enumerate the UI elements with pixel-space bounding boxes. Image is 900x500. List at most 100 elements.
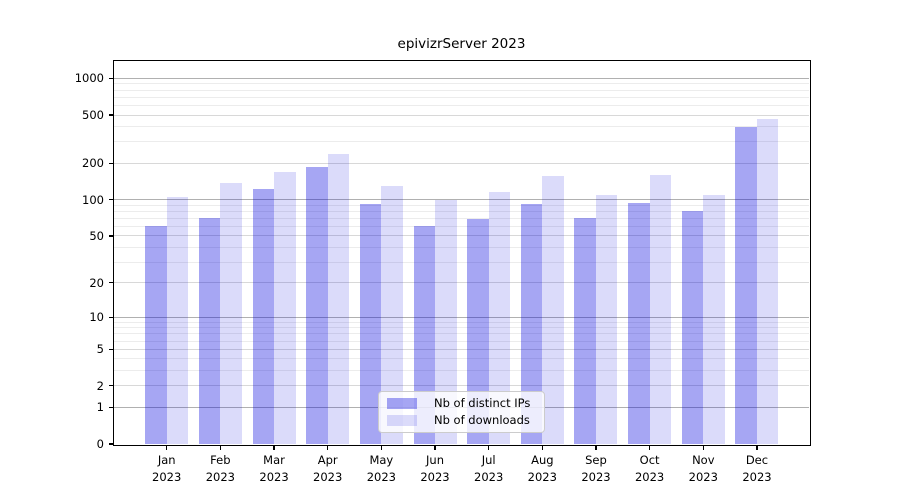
bar-apr-distinct-ips [306, 166, 328, 444]
bar-nov-downloads [703, 195, 725, 444]
gridline-70 [114, 217, 809, 219]
legend-item-downloads: Nb of downloads [387, 414, 536, 427]
y-axis-tick-20 [109, 282, 114, 284]
bar-nov-distinct-ips [681, 210, 704, 444]
legend-label-downloads: Nb of downloads [434, 413, 530, 427]
x-axis-tick-apr [327, 445, 329, 450]
bar-jun-distinct-ips [413, 225, 435, 444]
bar-jul-downloads [488, 191, 511, 444]
y-tick-label-100: 100 [82, 192, 104, 207]
x-axis-tick-feb [219, 445, 221, 450]
bar-dec-downloads [756, 119, 779, 444]
legend-label-distinct-ips: Nb of distinct IPs [434, 396, 531, 410]
bar-apr-downloads [327, 153, 350, 444]
legend-swatch-distinct-ips-icon [387, 398, 417, 409]
bar-aug-downloads [542, 176, 564, 444]
bar-jun-downloads [435, 199, 457, 444]
bar-mar-distinct-ips [252, 188, 275, 444]
y-tick-label-1: 1 [96, 400, 104, 415]
y-tick-label-2: 2 [96, 378, 104, 393]
x-tick-label-mar: Mar 2023 [259, 453, 289, 484]
gridline-20 [114, 282, 809, 284]
y-axis-tick-200 [109, 162, 114, 164]
y-tick-label-1000: 1000 [74, 71, 104, 86]
bar-sep-distinct-ips [574, 218, 596, 444]
x-tick-label-jun: Jun 2023 [420, 453, 450, 484]
gridline-60 [114, 225, 809, 227]
bar-jan-distinct-ips [145, 225, 167, 444]
y-tick-label-0: 0 [96, 437, 104, 451]
x-axis-tick-jul [488, 445, 490, 450]
y-tick-label-500: 500 [82, 108, 104, 123]
gridline-30 [114, 261, 809, 263]
gridline-4 [114, 358, 809, 360]
gridline-9 [114, 321, 809, 323]
bar-may-downloads [381, 185, 403, 444]
x-tick-label-jul: Jul 2023 [474, 453, 504, 484]
y-tick-label-5: 5 [96, 342, 104, 357]
gridline-600 [114, 104, 809, 106]
gridline-50 [114, 235, 809, 237]
gridline-800 [114, 89, 809, 91]
bar-mar-downloads [274, 171, 296, 444]
legend: Nb of distinct IPs Nb of downloads [378, 391, 545, 433]
gridline-5 [114, 348, 809, 350]
bar-oct-downloads [649, 175, 672, 444]
chart-title: epivizrServer 2023 [397, 36, 526, 52]
x-tick-label-oct: Oct 2023 [634, 453, 665, 484]
y-axis-tick-5 [109, 348, 114, 350]
y-axis-tick-0 [109, 443, 114, 445]
x-axis-tick-may [380, 445, 382, 450]
y-axis-tick-100 [109, 199, 114, 201]
bar-oct-distinct-ips [628, 203, 650, 444]
gridline-3 [114, 370, 809, 372]
x-tick-label-may: May 2023 [366, 453, 396, 484]
y-axis-tick-10 [109, 316, 114, 318]
gridline-700 [114, 96, 809, 98]
x-tick-label-nov: Nov 2023 [688, 453, 718, 484]
gridline-6 [114, 340, 809, 342]
x-axis-tick-sep [595, 445, 597, 450]
y-axis-tick-1000 [109, 77, 114, 79]
gridline-400 [114, 126, 809, 128]
bar-dec-distinct-ips [735, 126, 757, 444]
x-axis-tick-aug [541, 445, 543, 450]
bar-aug-distinct-ips [520, 203, 543, 444]
bar-feb-distinct-ips [198, 218, 221, 444]
bar-jul-distinct-ips [467, 219, 489, 444]
gridline-1000 [114, 77, 809, 79]
x-tick-label-aug: Aug 2023 [527, 453, 557, 484]
x-axis-tick-jan [166, 445, 168, 450]
y-tick-label-50: 50 [89, 228, 104, 243]
x-tick-label-feb: Feb 2023 [205, 453, 235, 484]
x-axis-tick-jun [434, 445, 436, 450]
legend-item-distinct-ips: Nb of distinct IPs [387, 397, 536, 410]
gridline-10 [114, 316, 809, 318]
gridline-300 [114, 141, 809, 143]
gridline-90 [114, 204, 809, 206]
y-tick-label-10: 10 [89, 310, 104, 325]
gridline-200 [114, 162, 809, 164]
gridline-2 [114, 385, 809, 387]
y-axis-tick-50 [109, 235, 114, 237]
gridline-100 [114, 199, 809, 201]
gridline-80 [114, 210, 809, 212]
bar-jan-downloads [166, 197, 189, 444]
x-tick-label-dec: Dec 2023 [742, 453, 772, 484]
gridline-500 [114, 114, 809, 116]
x-axis-tick-dec [756, 445, 758, 450]
legend-swatch-downloads-icon [387, 415, 417, 426]
x-tick-label-jan: Jan 2023 [152, 453, 182, 484]
x-tick-label-apr: Apr 2023 [313, 453, 343, 484]
bar-may-distinct-ips [359, 203, 382, 444]
x-axis-tick-nov [702, 445, 704, 450]
gridline-8 [114, 327, 809, 329]
x-tick-label-sep: Sep 2023 [581, 453, 611, 484]
bar-feb-downloads [220, 183, 242, 444]
gridline-7 [114, 333, 809, 335]
y-tick-label-20: 20 [89, 275, 104, 290]
y-axis-tick-500 [109, 114, 114, 116]
x-axis-tick-mar [273, 445, 275, 450]
bar-sep-downloads [595, 194, 618, 444]
